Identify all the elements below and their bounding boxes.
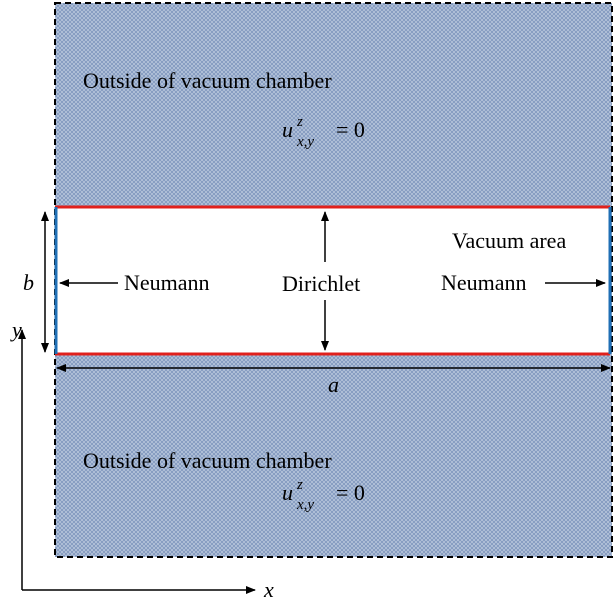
region-label: Outside of vacuum chamber	[83, 448, 332, 473]
formula-rhs: = 0	[336, 117, 365, 142]
y-axis-label: y	[10, 317, 22, 342]
neumann-label: Neumann	[124, 270, 210, 295]
vacuum-label: Vacuum area	[452, 228, 566, 253]
dirichlet-label: Dirichlet	[282, 271, 360, 296]
region-label: Outside of vacuum chamber	[83, 68, 332, 93]
formula-sub: x,y	[296, 134, 314, 150]
formula: u z x,y = 0	[282, 477, 365, 513]
formula-base: u	[282, 117, 293, 142]
formula-rhs: = 0	[336, 480, 365, 505]
x-axis-label: x	[263, 577, 274, 602]
formula-sub: x,y	[296, 497, 314, 513]
formula-base: u	[282, 480, 293, 505]
formula-sup: z	[296, 114, 303, 130]
height-label: b	[23, 270, 34, 295]
neumann-label: Neumann	[441, 270, 527, 295]
vacuum-area	[55, 207, 610, 354]
width-label: a	[328, 372, 339, 397]
formula: u z x,y = 0	[282, 114, 365, 150]
formula-sup: z	[296, 477, 303, 493]
